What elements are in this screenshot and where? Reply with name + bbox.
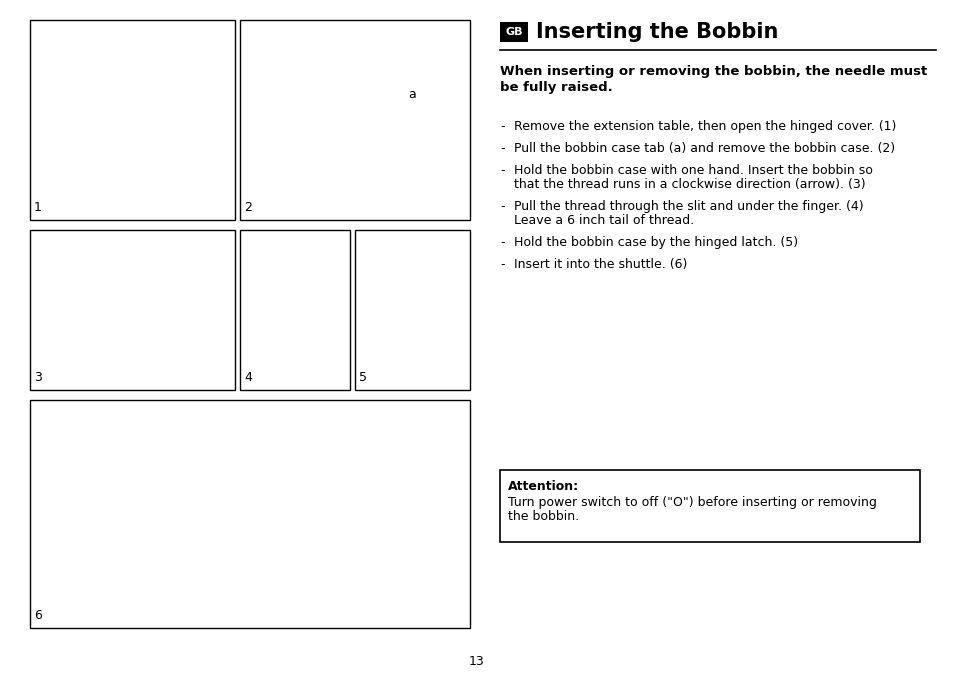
Text: 5: 5	[358, 371, 367, 384]
Text: -: -	[499, 142, 504, 155]
Text: -: -	[499, 120, 504, 133]
Text: Hold the bobbin case by the hinged latch. (5): Hold the bobbin case by the hinged latch…	[514, 236, 798, 249]
Bar	[355, 230, 470, 390]
Bar	[30, 230, 234, 390]
Text: Inserting the Bobbin: Inserting the Bobbin	[536, 22, 778, 42]
Text: -: -	[499, 200, 504, 213]
Text: a: a	[408, 89, 416, 102]
Text: Attention:: Attention:	[507, 480, 578, 493]
Text: 4: 4	[244, 371, 252, 384]
Text: 3: 3	[34, 371, 42, 384]
Bar	[30, 20, 234, 220]
Text: -: -	[499, 236, 504, 249]
Text: Insert it into the shuttle. (6): Insert it into the shuttle. (6)	[514, 258, 687, 271]
Text: 13: 13	[469, 655, 484, 668]
Text: Leave a 6 inch tail of thread.: Leave a 6 inch tail of thread.	[514, 214, 694, 227]
Text: -: -	[499, 258, 504, 271]
Text: 6: 6	[34, 609, 42, 622]
Text: 2: 2	[244, 201, 252, 214]
Text: Turn power switch to off ("O") before inserting or removing: Turn power switch to off ("O") before in…	[507, 496, 876, 509]
Bar	[499, 470, 919, 542]
Text: GB: GB	[505, 27, 522, 37]
Text: 1: 1	[34, 201, 42, 214]
Text: the bobbin.: the bobbin.	[507, 510, 578, 523]
Bar	[240, 230, 350, 390]
Bar	[499, 22, 527, 42]
Text: that the thread runs in a clockwise direction (arrow). (3): that the thread runs in a clockwise dire…	[514, 178, 864, 191]
Text: Pull the thread through the slit and under the finger. (4): Pull the thread through the slit and und…	[514, 200, 862, 213]
Text: Remove the extension table, then open the hinged cover. (1): Remove the extension table, then open th…	[514, 120, 896, 133]
Text: -: -	[499, 164, 504, 177]
Text: be fully raised.: be fully raised.	[499, 81, 612, 94]
Text: When inserting or removing the bobbin, the needle must: When inserting or removing the bobbin, t…	[499, 65, 926, 78]
Bar	[30, 400, 470, 628]
Bar	[240, 20, 470, 220]
Text: Hold the bobbin case with one hand. Insert the bobbin so: Hold the bobbin case with one hand. Inse…	[514, 164, 872, 177]
Text: Pull the bobbin case tab (a) and remove the bobbin case. (2): Pull the bobbin case tab (a) and remove …	[514, 142, 894, 155]
